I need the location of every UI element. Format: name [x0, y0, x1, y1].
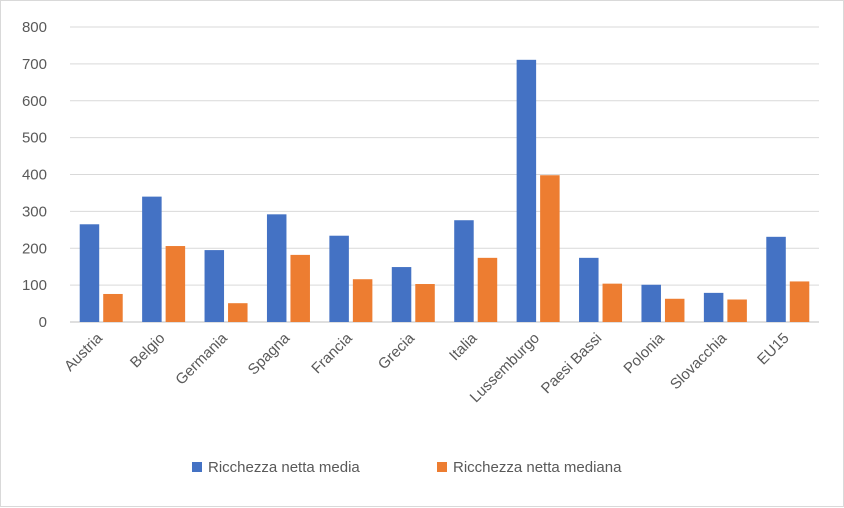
bar-media-paesi-bassi [579, 257, 599, 322]
bar-mediana-austria [103, 293, 123, 322]
bar-mediana-eu15 [789, 281, 810, 322]
bar-media-slovacchia [703, 292, 724, 322]
y-tick-label: 700 [22, 56, 47, 73]
x-tick-label: Belgio [127, 330, 169, 372]
y-tick-label: 100 [22, 277, 47, 294]
y-tick-label: 500 [22, 130, 47, 147]
legend-label: Ricchezza netta media [208, 459, 360, 476]
bar-mediana-grecia [415, 284, 435, 322]
x-tick-label: Italia [446, 329, 481, 364]
y-tick-label: 300 [22, 203, 47, 220]
x-tick-label: Paesi Bassi [538, 330, 605, 397]
y-tick-label: 800 [22, 19, 47, 36]
bars [79, 59, 810, 322]
y-tick-label: 0 [39, 314, 47, 331]
x-axis: Austria Belgio Germania Spagna Francia Grecia… [61, 329, 793, 406]
x-tick-label: Spagna [245, 329, 294, 378]
bar-mediana-lussemburgo [540, 175, 560, 322]
x-tick-label: Francia [308, 329, 356, 377]
bar-mediana-francia [352, 279, 373, 322]
y-tick-label: 400 [22, 167, 47, 184]
bar-media-germania [204, 250, 225, 322]
bar-media-spagna [266, 214, 287, 322]
bar-mediana-slovacchia [727, 299, 747, 322]
legend-label: Ricchezza netta mediana [453, 459, 622, 476]
bar-media-lussemburgo [516, 59, 537, 322]
bar-mediana-belgio [165, 246, 186, 322]
legend-swatch [437, 462, 447, 472]
bar-media-italia [454, 220, 474, 322]
bar-media-grecia [391, 267, 412, 322]
x-tick-label: Slovacchia [667, 329, 731, 393]
bar-mediana-paesi-bassi [602, 283, 623, 322]
x-tick-label: Grecia [375, 329, 419, 373]
x-tick-label: Germania [172, 329, 231, 388]
bar-media-francia [329, 235, 349, 322]
x-tick-label: EU15 [754, 330, 793, 369]
legend: Ricchezza netta media Ricchezza netta med… [192, 459, 622, 476]
legend-swatch [192, 462, 202, 472]
bar-mediana-germania [228, 303, 248, 322]
bar-media-polonia [641, 284, 661, 322]
y-tick-label: 600 [22, 93, 47, 110]
y-axis: 0 100 200 300 400 500 600 700 800 [22, 19, 47, 331]
bar-mediana-italia [477, 257, 498, 322]
bar-mediana-spagna [290, 254, 310, 322]
x-tick-label: Austria [61, 329, 106, 374]
bar-media-belgio [142, 196, 162, 322]
bar-media-austria [79, 224, 100, 322]
bar-media-eu15 [766, 236, 786, 322]
bar-mediana-polonia [664, 298, 685, 322]
y-tick-label: 200 [22, 240, 47, 257]
x-tick-label: Polonia [620, 329, 668, 377]
gridlines [70, 26, 819, 323]
